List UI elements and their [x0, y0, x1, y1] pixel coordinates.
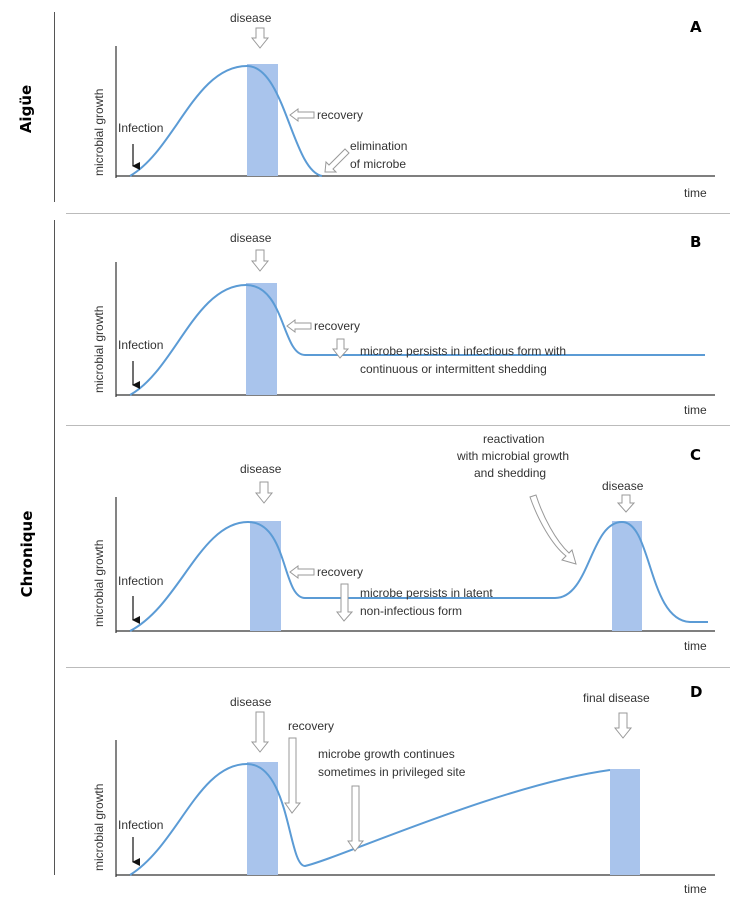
y-axis-label: microbial growth [92, 540, 106, 627]
disease-label: disease [230, 11, 272, 25]
persist-arrow-icon [331, 338, 350, 359]
final-disease-arrow-icon [613, 712, 633, 739]
persist-label-1: microbe persists in latent [360, 586, 493, 600]
persist-label-1: microbe persists in infectious form with [360, 344, 566, 358]
infection-label: Infection [118, 121, 163, 135]
recovery-arrow-icon [289, 108, 315, 122]
disease-label: disease [240, 462, 282, 476]
recovery-label: recovery [288, 719, 334, 733]
reactivation-label-1: reactivation [483, 432, 544, 446]
panel-letter: B [690, 233, 701, 251]
continues-arrow-icon [347, 785, 365, 852]
separator-ab [66, 213, 730, 214]
growth-curve [129, 762, 611, 876]
panel-d: D microbial growth time Infection diseas… [92, 683, 715, 896]
infection-label: Infection [118, 818, 163, 832]
final-disease-label: final disease [583, 691, 650, 705]
continues-label-2: sometimes in privileged site [318, 765, 466, 779]
recovery-label: recovery [317, 565, 363, 579]
disease-label: disease [230, 695, 272, 709]
infection-label: Infection [118, 338, 163, 352]
persist-arrow-icon [335, 583, 354, 622]
y-axis-label: microbial growth [92, 89, 106, 176]
panel-b: B microbial growth time Infection diseas… [92, 231, 715, 417]
y-axis-label: microbial growth [92, 306, 106, 393]
disease-bar [247, 64, 278, 176]
disease-2-arrow-icon [616, 494, 636, 513]
recovery-label: recovery [314, 319, 360, 333]
final-disease-bar [610, 769, 640, 875]
recovery-arrow-icon [289, 565, 315, 579]
disease-arrow-icon [250, 27, 270, 49]
disease-2-label: disease [602, 479, 644, 493]
disease-arrow-icon [250, 711, 270, 753]
acute-bracket [54, 12, 55, 202]
persist-label-2: non-infectious form [360, 604, 462, 618]
y-axis-label: microbial growth [92, 784, 106, 871]
elimination-arrow-icon [324, 148, 350, 173]
recovery-label: recovery [317, 108, 363, 122]
reactivation-label-3: and shedding [474, 466, 546, 480]
panel-letter: A [690, 18, 702, 36]
recovery-arrow-icon [284, 737, 302, 814]
elimination-label-1: elimination [350, 139, 407, 153]
recovery-arrow-icon [286, 319, 312, 333]
separator-cd [66, 667, 730, 668]
disease-arrow-icon [250, 249, 270, 272]
growth-curve [129, 520, 708, 632]
disease-bar-2 [612, 521, 642, 631]
persist-label-2: continuous or intermittent shedding [360, 362, 547, 376]
x-axis-label: time [684, 882, 707, 896]
disease-bar [250, 521, 281, 631]
disease-bar [247, 762, 278, 875]
panel-c: C microbial growth time Infection diseas… [92, 432, 715, 653]
infection-label: Infection [118, 574, 163, 588]
panel-a: A microbial growth time Infection diseas… [92, 11, 715, 200]
x-axis-label: time [684, 186, 707, 200]
x-axis-label: time [684, 639, 707, 653]
growth-curve [129, 283, 705, 396]
disease-label: disease [230, 231, 272, 245]
continues-label-1: microbe growth continues [318, 747, 455, 761]
chronic-bracket [54, 220, 55, 875]
panel-letter: D [690, 683, 702, 701]
separator-bc [66, 425, 730, 426]
reactivation-label-2: with microbial growth [456, 449, 569, 463]
panel-letter: C [690, 446, 701, 464]
reactivation-arrow-icon [529, 494, 577, 565]
elimination-label-2: of microbe [350, 157, 406, 171]
growth-curve [129, 64, 323, 177]
disease-arrow-icon [254, 481, 274, 504]
x-axis-label: time [684, 403, 707, 417]
